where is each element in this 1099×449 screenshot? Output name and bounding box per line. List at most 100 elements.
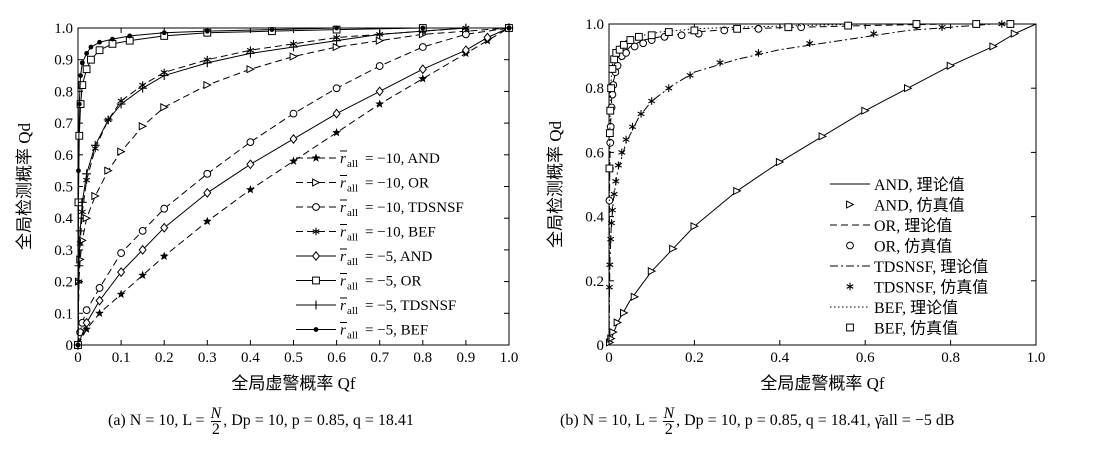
data-point [946,61,956,70]
legend-sample-2-marker [312,178,321,187]
data-point [677,31,686,40]
data-point [117,249,125,257]
caption-a-suffix: , Dp = 10, p = 0.85, q = 18.41 [223,412,414,430]
y-tick-label: 0 [66,338,74,354]
x-tick-label: 0.7 [370,350,389,366]
panel-b-chart: 0 0.2 0.4 0.6 0.8 1.0 0 0.2 0.4 0.6 0.8 1.0 全局虚警概率 Q… [546,17,1045,393]
data-point [78,73,83,78]
y-tick-label: 1.0 [585,17,604,33]
legend-label: BEF, 理论值 [874,299,958,317]
data-point [202,216,212,226]
series-5 [608,23,1036,346]
x-tick-label: 0 [605,350,613,366]
data-point [95,46,104,55]
data-point [289,42,298,52]
data-point [608,206,616,214]
legend-subscript: all [347,207,358,219]
legend-sample-6-marker [846,282,854,291]
legend-label: = −5, OR [365,274,422,290]
legend-symbol: r [340,249,346,265]
y-tick-label: 0.8 [585,81,604,97]
data-point [246,48,255,58]
data-point [334,25,339,31]
legend-label: = −10, OR [365,176,429,192]
data-point [605,164,614,173]
data-point [622,135,630,144]
data-point [375,36,385,45]
data-point [95,284,104,292]
data-point [716,58,724,67]
data-point [634,32,643,41]
data-point [844,21,853,30]
data-point [75,226,85,236]
data-point [97,39,102,45]
series-line [77,27,509,346]
data-point [202,58,212,68]
data-point [904,83,913,93]
caption-b-frac-den: 2 [664,421,673,438]
data-point [82,65,91,74]
data-point [461,45,470,56]
data-point [1006,20,1015,28]
x-tick-label: 0.1 [112,350,131,366]
series-line [77,27,510,346]
data-point [289,156,298,165]
data-point [989,42,998,51]
legend-label: AND, 理论值 [874,176,965,194]
legend-symbol: r [340,298,346,314]
data-point [606,138,615,147]
data-point [88,44,94,50]
data-point [665,84,673,92]
data-point [246,138,255,147]
data-point [754,49,763,57]
caption-b-suffix: , Dp = 10, p = 0.85, q = 18.41, γ̄all = … [676,412,955,430]
data-point [77,197,87,207]
data-point [733,186,742,196]
data-point [138,122,148,131]
data-point [117,147,126,156]
y-tick-label: 0.7 [54,116,73,132]
series-5 [73,23,514,350]
data-point [613,318,623,327]
caption-a-frac-den: 2 [211,421,220,438]
data-point [483,32,492,43]
legend-label: = −10, BEF [365,225,436,241]
data-point [116,289,126,299]
y-tick-label: 0.4 [54,211,73,227]
data-point [76,101,82,107]
x-tick-label: 0.4 [241,350,260,366]
data-point [628,122,637,131]
data-point [614,161,622,170]
caption-a-frac-num: N [210,405,222,422]
x-tick-label: 1.0 [1027,350,1046,366]
x-tick-label: 1.0 [500,350,519,366]
y-tick-label: 1.0 [54,21,73,37]
data-point [418,74,428,83]
x-tick-label: 0.5 [284,350,303,366]
legend-symbol: r [340,323,346,339]
data-point [246,159,255,170]
data-point [606,122,615,131]
data-point [203,187,212,198]
legend-subscript: all [347,232,358,244]
y-axis-label: 全局检测概率 Qd [546,120,565,248]
data-point [648,97,656,105]
series-6 [605,20,1006,292]
data-point [332,108,341,119]
data-point [797,23,806,32]
y-tick-label: 0.2 [585,274,604,290]
series-3 [608,23,1036,346]
legend-label: = −5, BEF [365,323,428,339]
data-point [972,20,981,28]
legend-sample-7-marker [311,300,321,310]
legend-label: AND, 仿真值 [874,197,965,215]
legend-sample-5-marker [311,251,321,261]
data-point [160,103,169,112]
data-point [606,106,615,115]
legend-symbol: r [340,274,346,290]
series-8 [75,25,512,348]
data-point [420,25,426,31]
legend-label: TDSNSF, 理论值 [874,258,988,276]
